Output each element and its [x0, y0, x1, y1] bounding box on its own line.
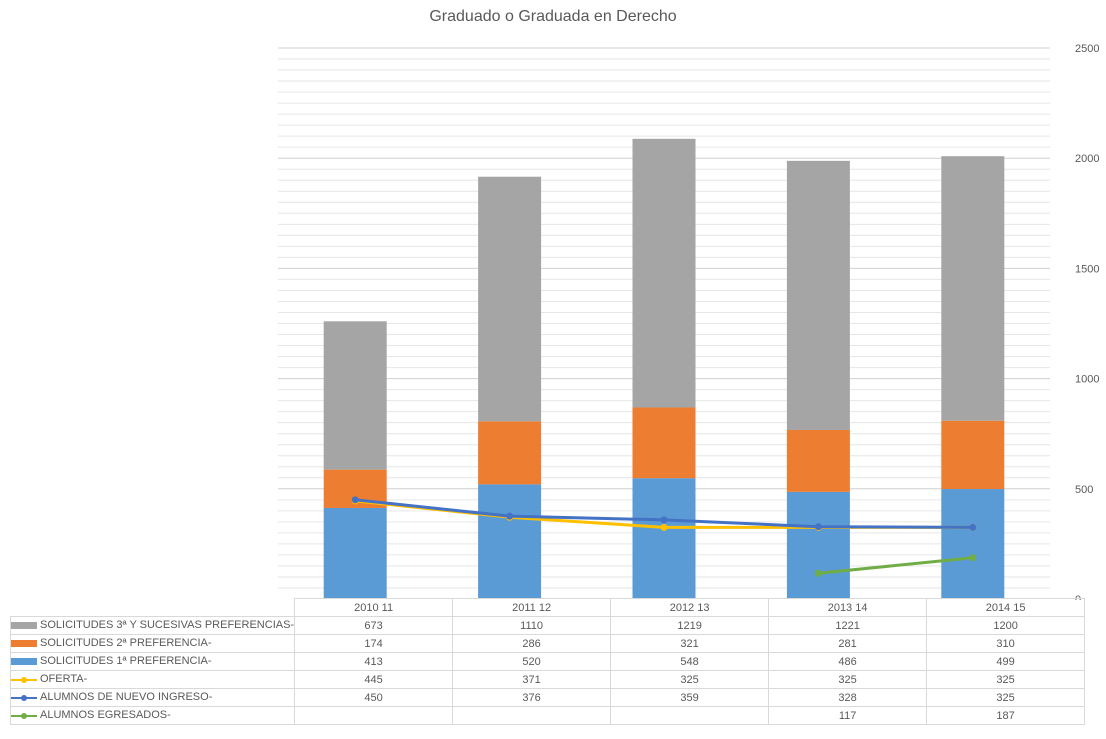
data-label: 174 — [294, 634, 454, 653]
bar-segment — [478, 421, 542, 485]
y-axis: 0 500 1000 1500 2000 2500 — [1075, 43, 1099, 600]
data-label — [452, 706, 612, 725]
data-label — [294, 706, 454, 725]
data-label: 499 — [926, 652, 1086, 671]
chart-title: Graduado o Graduada en Derecho — [429, 8, 677, 25]
data-label: 325 — [926, 688, 1086, 707]
data-label: 376 — [452, 688, 612, 707]
data-table: 2010 11 2011 12 2012 13 2013 14 2014 15 SOLIC… — [9, 598, 1086, 725]
data-label: 117 — [768, 706, 928, 725]
series-label-cell: SOLICITUDES 2ª PREFERENCIA- — [9, 634, 296, 653]
chart-plot: 0 500 1000 1500 2000 2500 — [278, 43, 1099, 600]
data-label: 371 — [452, 670, 612, 689]
data-label: 413 — [294, 652, 454, 671]
bar-segment — [632, 407, 696, 479]
y-tick-label: 2000 — [1075, 153, 1099, 165]
legend-swatch — [11, 622, 37, 630]
data-label: 486 — [768, 652, 928, 671]
table-header-row: 2010 11 2011 12 2012 13 2013 14 2014 15 — [10, 598, 1086, 617]
bar-segment — [478, 484, 542, 599]
table-row: SOLICITUDES 3ª Y SUCESIVAS PREFERENCIAS-… — [9, 616, 1086, 635]
line-point — [506, 512, 514, 520]
lines — [351, 496, 977, 577]
bar-segment — [941, 489, 1005, 599]
series-name: ALUMNOS DE NUEVO INGRESO- — [40, 691, 213, 704]
series-name: SOLICITUDES 2ª PREFERENCIA- — [40, 637, 212, 650]
data-label: 325 — [926, 670, 1086, 689]
table-row: SOLICITUDES 2ª PREFERENCIA- 174 286 321 281 3… — [9, 634, 1086, 653]
y-tick-label: 1000 — [1075, 374, 1099, 386]
data-label: 1219 — [610, 616, 770, 635]
data-label: 328 — [768, 688, 928, 707]
data-label: 359 — [610, 688, 770, 707]
x-category-label: 2014 15 — [926, 598, 1086, 617]
y-tick-label: 1500 — [1075, 263, 1099, 275]
data-label — [610, 706, 770, 725]
data-label: 450 — [294, 688, 454, 707]
x-category-label: 2010 11 — [294, 598, 454, 617]
series-name: SOLICITUDES 1ª PREFERENCIA- — [40, 655, 212, 668]
data-label: 1110 — [452, 616, 612, 635]
data-label: 520 — [452, 652, 612, 671]
line-point — [969, 523, 977, 531]
bar-segment — [941, 420, 1005, 490]
y-tick-label: 2500 — [1075, 43, 1099, 55]
series-line — [818, 556, 973, 575]
series-label-cell: ALUMNOS DE NUEVO INGRESO- — [9, 688, 296, 707]
bar-segment — [632, 478, 696, 599]
table-row: ALUMNOS EGRESADOS- 117 187 — [9, 706, 1086, 725]
legend-swatch — [11, 658, 37, 666]
series-name: ALUMNOS EGRESADOS- — [40, 709, 171, 722]
data-label: 281 — [768, 634, 928, 653]
data-label: 310 — [926, 634, 1086, 653]
legend-line-marker — [11, 711, 37, 721]
line-point — [814, 569, 822, 577]
data-label: 325 — [610, 670, 770, 689]
series-label-cell: OFERTA- — [9, 670, 296, 689]
series-name: SOLICITUDES 3ª Y SUCESIVAS PREFERENCIAS- — [40, 619, 295, 632]
legend-line-marker — [11, 675, 37, 685]
data-label: 325 — [768, 670, 928, 689]
table-corner — [10, 598, 296, 617]
line-point — [351, 496, 359, 504]
data-label: 1221 — [768, 616, 928, 635]
data-label: 673 — [294, 616, 454, 635]
bars — [323, 138, 1005, 599]
legend-line-marker — [11, 693, 37, 703]
bar-segment — [786, 429, 850, 492]
table-row: ALUMNOS DE NUEVO INGRESO- 450 376 359 328 325 — [9, 688, 1086, 707]
legend-swatch — [11, 640, 37, 648]
data-label: 321 — [610, 634, 770, 653]
y-tick-label: 0 — [1075, 594, 1081, 600]
x-category-label: 2013 14 — [768, 598, 928, 617]
series-label-cell: SOLICITUDES 3ª Y SUCESIVAS PREFERENCIAS- — [9, 616, 296, 635]
line-point — [814, 523, 822, 531]
line-point — [660, 523, 668, 531]
bar-segment — [786, 160, 850, 430]
table-row: OFERTA- 445 371 325 325 325 — [9, 670, 1086, 689]
bar-segment — [323, 321, 387, 470]
bar-segment — [786, 491, 850, 599]
table-row: SOLICITUDES 1ª PREFERENCIA- 413 520 548 486 4… — [9, 652, 1086, 671]
series-label-cell: ALUMNOS EGRESADOS- — [9, 706, 296, 725]
x-category-label: 2011 12 — [452, 598, 612, 617]
data-label: 1200 — [926, 616, 1086, 635]
series-label-cell: SOLICITUDES 1ª PREFERENCIA- — [9, 652, 296, 671]
bar-segment — [632, 138, 696, 408]
x-category-label: 2012 13 — [610, 598, 770, 617]
line-point — [969, 554, 977, 562]
bar-segment — [478, 176, 542, 422]
data-label: 187 — [926, 706, 1086, 725]
series-name: OFERTA- — [40, 673, 88, 686]
bar-segment — [323, 507, 387, 599]
y-tick-label: 500 — [1075, 484, 1093, 496]
data-label: 445 — [294, 670, 454, 689]
data-label: 548 — [610, 652, 770, 671]
bar-segment — [941, 156, 1005, 421]
data-label: 286 — [452, 634, 612, 653]
line-point — [660, 516, 668, 524]
